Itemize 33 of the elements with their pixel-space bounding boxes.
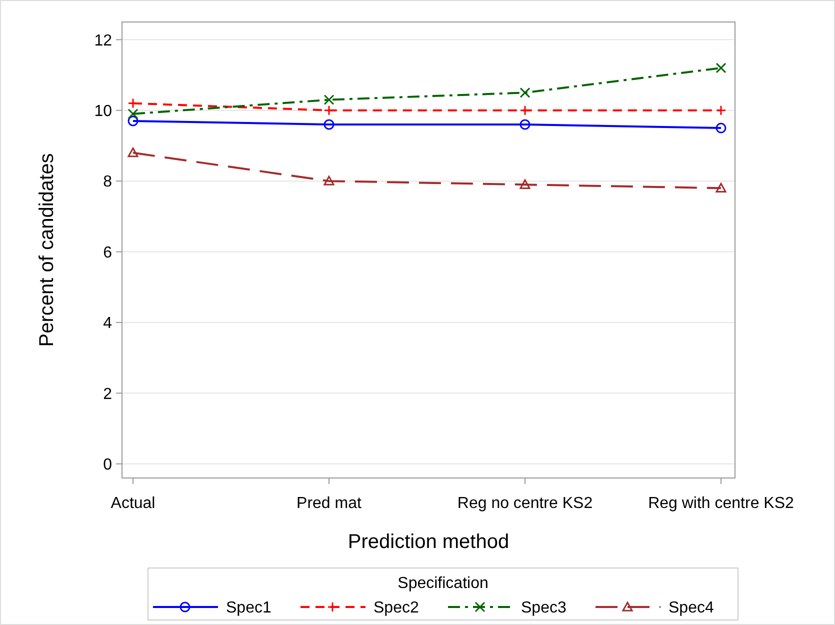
point bbox=[324, 176, 334, 186]
legend-title: Specification bbox=[398, 575, 488, 592]
y-tick-label: 6 bbox=[103, 244, 112, 262]
y-tick-label: 2 bbox=[103, 386, 112, 403]
y-tick-label: 8 bbox=[103, 174, 112, 191]
x-tick-label: Reg with centre KS2 bbox=[648, 495, 794, 512]
point bbox=[716, 182, 726, 192]
y-tick-label: 12 bbox=[94, 32, 112, 50]
point bbox=[716, 122, 726, 134]
point bbox=[324, 119, 334, 130]
y-axis-title: Percent of candidates bbox=[36, 153, 58, 347]
x-tick-label: Actual bbox=[110, 495, 156, 512]
point bbox=[716, 105, 726, 116]
legend-label: Spec3 bbox=[521, 600, 566, 617]
point bbox=[128, 148, 138, 158]
point bbox=[324, 94, 334, 106]
point bbox=[324, 105, 334, 116]
y-tick-label: 0 bbox=[103, 456, 112, 474]
point bbox=[520, 179, 530, 189]
point bbox=[128, 108, 138, 120]
point bbox=[520, 87, 530, 98]
point bbox=[128, 116, 138, 126]
legend-label: Spec2 bbox=[374, 600, 419, 617]
point bbox=[520, 119, 530, 130]
x-tick-label: Reg no centre KS2 bbox=[457, 495, 593, 512]
point bbox=[520, 105, 530, 116]
y-tick-label: 4 bbox=[103, 315, 112, 332]
legend-label: Spec4 bbox=[668, 600, 714, 617]
x-tick-label: Pred mat bbox=[296, 495, 362, 512]
y-tick-label: 10 bbox=[94, 102, 112, 120]
point bbox=[716, 62, 726, 74]
x-axis-title: Prediction method bbox=[348, 531, 510, 553]
legend-label: Spec1 bbox=[226, 600, 272, 617]
